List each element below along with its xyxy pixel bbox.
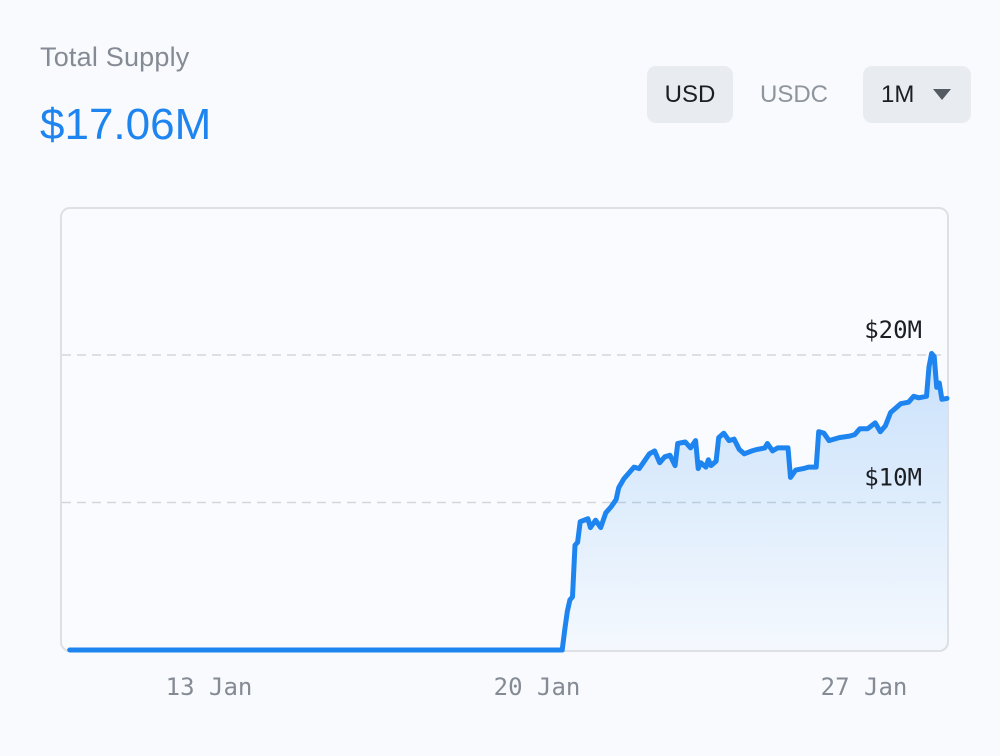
period-dropdown-label: 1M xyxy=(881,80,915,108)
x-tick-label: 20 Jan xyxy=(494,673,581,701)
x-tick-label: 27 Jan xyxy=(821,673,908,701)
usd-button[interactable]: USD xyxy=(647,66,733,123)
total-supply-label: Total Supply xyxy=(40,42,190,72)
total-supply-value: $17.06M xyxy=(40,100,212,149)
caret-down-icon xyxy=(933,89,951,100)
x-tick-label: 13 Jan xyxy=(166,673,253,701)
usdc-button[interactable]: USDC xyxy=(759,80,828,108)
y-tick-label: $10M xyxy=(864,464,922,492)
supply-line xyxy=(67,351,950,653)
y-tick-label: $20M xyxy=(864,316,922,344)
supply-area xyxy=(69,353,947,650)
period-dropdown[interactable]: 1M xyxy=(863,66,971,123)
